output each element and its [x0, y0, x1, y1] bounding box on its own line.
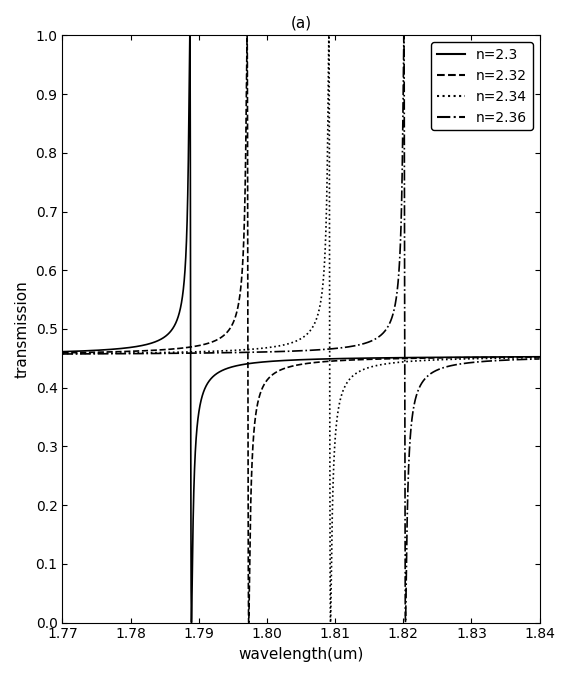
n=2.36	[402, 619, 409, 627]
n=2.3	[273, 357, 280, 365]
n=2.36	[87, 350, 94, 358]
n=2.36	[59, 350, 66, 358]
n=2.32	[412, 354, 418, 362]
n=2.34	[412, 357, 418, 365]
n=2.3	[87, 347, 94, 355]
n=2.32	[115, 347, 122, 355]
Line: n=2.34: n=2.34	[63, 35, 540, 623]
n=2.32	[536, 353, 543, 361]
n=2.32	[245, 619, 252, 627]
n=2.36	[161, 349, 168, 357]
n=2.36	[523, 355, 530, 364]
n=2.36	[412, 396, 418, 404]
Legend: n=2.3, n=2.32, n=2.34, n=2.36: n=2.3, n=2.32, n=2.34, n=2.36	[431, 42, 532, 130]
n=2.34	[325, 31, 332, 39]
n=2.32	[87, 348, 94, 356]
n=2.34	[87, 349, 94, 357]
n=2.34	[327, 619, 334, 627]
n=2.32	[523, 353, 530, 361]
n=2.3	[188, 619, 195, 627]
n=2.32	[59, 349, 66, 357]
n=2.3	[59, 347, 66, 355]
n=2.34	[59, 349, 66, 357]
n=2.36	[273, 347, 280, 355]
n=2.36	[401, 31, 408, 39]
Line: n=2.32: n=2.32	[63, 35, 540, 623]
n=2.3	[161, 333, 168, 341]
Line: n=2.3: n=2.3	[63, 35, 540, 623]
n=2.3	[186, 31, 193, 39]
n=2.34	[536, 353, 543, 362]
n=2.3	[536, 353, 543, 361]
n=2.34	[273, 343, 280, 351]
n=2.32	[161, 346, 168, 354]
Title: (a): (a)	[291, 15, 312, 30]
X-axis label: wavelength(um): wavelength(um)	[238, 647, 364, 662]
n=2.34	[115, 349, 122, 357]
n=2.3	[412, 353, 418, 362]
n=2.3	[523, 353, 530, 361]
Y-axis label: transmission: transmission	[15, 280, 30, 378]
n=2.36	[115, 349, 122, 357]
n=2.32	[243, 31, 250, 39]
n=2.34	[161, 349, 168, 357]
Line: n=2.36: n=2.36	[63, 35, 540, 623]
n=2.32	[273, 368, 280, 376]
n=2.34	[523, 354, 530, 362]
n=2.36	[536, 355, 543, 363]
n=2.3	[115, 345, 122, 353]
